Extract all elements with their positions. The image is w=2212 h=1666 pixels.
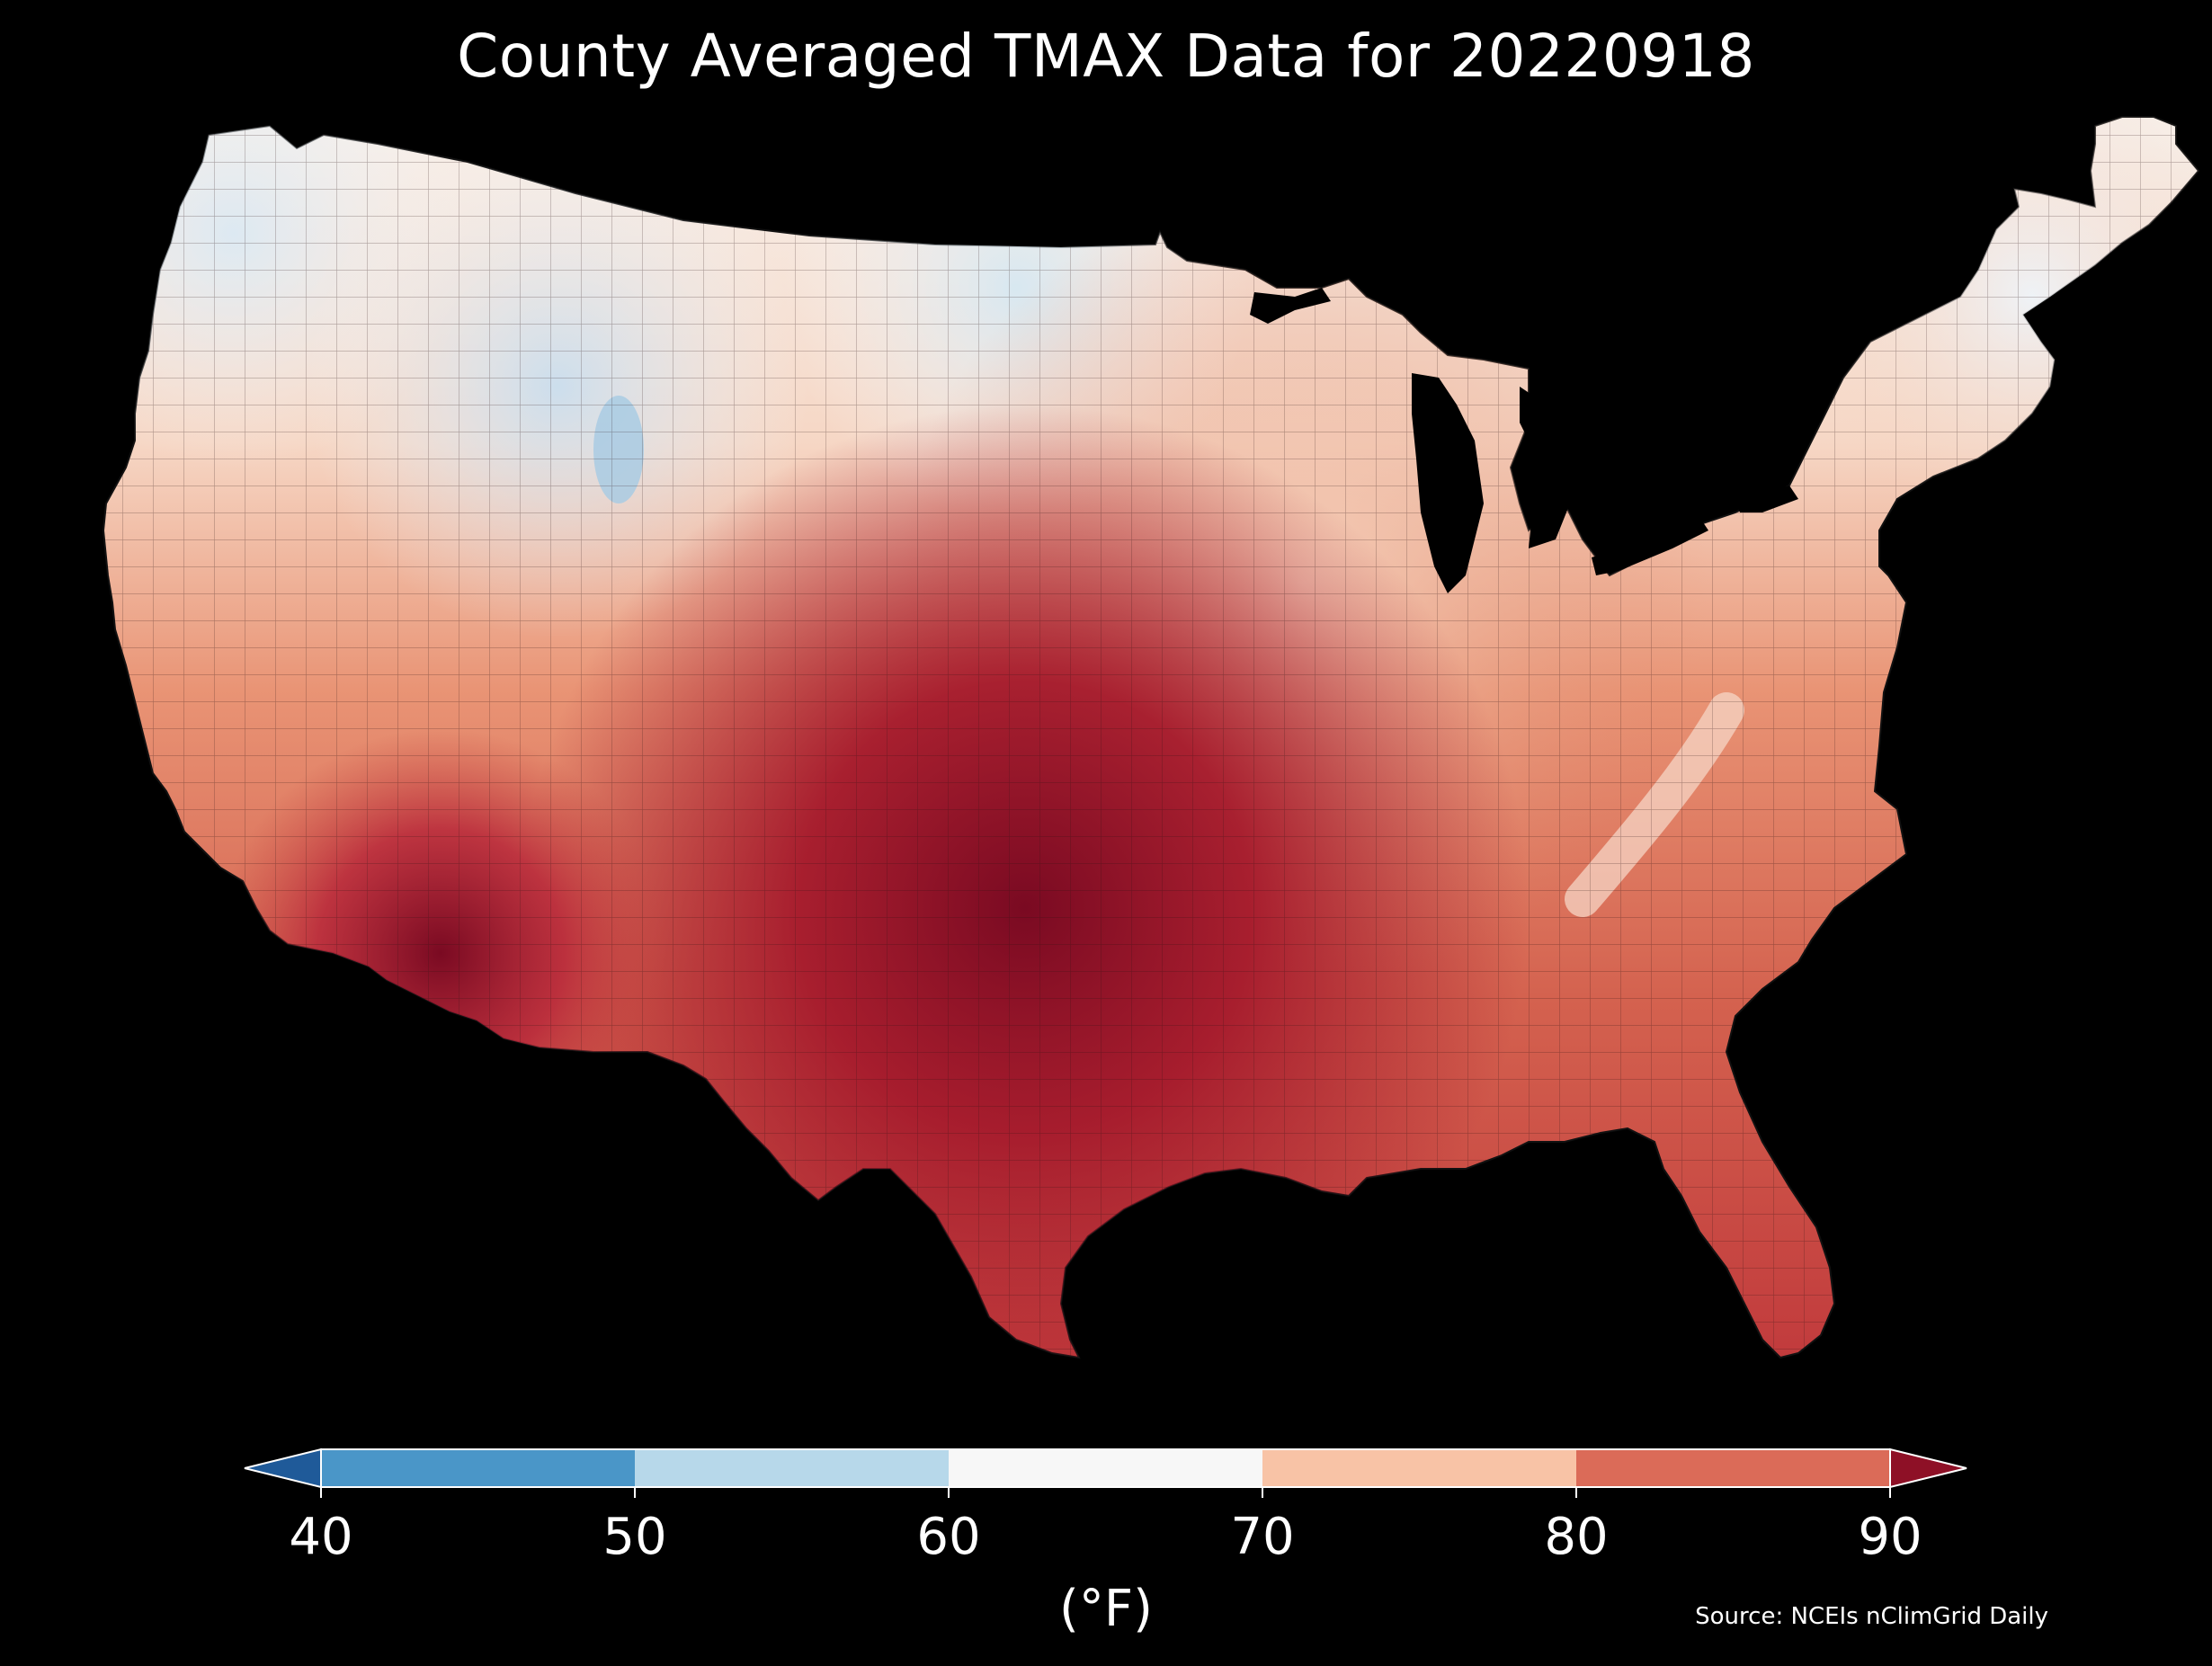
colorbar-tick-label-90: 90 (1858, 1508, 1922, 1566)
colorbar-bin-50-60 (635, 1449, 949, 1487)
colorbar-tick-label-70: 70 (1230, 1508, 1295, 1566)
colorbar-tick-label-40: 40 (289, 1508, 353, 1566)
colorbar (244, 1448, 1967, 1498)
colorbar-bin-60-70 (949, 1449, 1262, 1487)
colorbar-tick-label-50: 50 (602, 1508, 667, 1566)
colorbar-bin-80-90 (1576, 1449, 1890, 1487)
colorbar-tick-label-80: 80 (1544, 1508, 1609, 1566)
colorbar-bin-70-80 (1262, 1449, 1576, 1487)
colorbar-under-arrow (244, 1448, 322, 1489)
colorbar-unit-label: (°F) (1059, 1580, 1153, 1638)
colorbar-over-arrow (1889, 1448, 1967, 1489)
colorbar-tick-label-60: 60 (916, 1508, 981, 1566)
great-lakes (1250, 288, 1924, 701)
colorbar-bin-40-50 (321, 1449, 635, 1487)
source-note: Source: NCEIs nClimGrid Daily (1695, 1603, 2048, 1630)
map-title: County Averaged TMAX Data for 20220918 (457, 22, 1755, 91)
